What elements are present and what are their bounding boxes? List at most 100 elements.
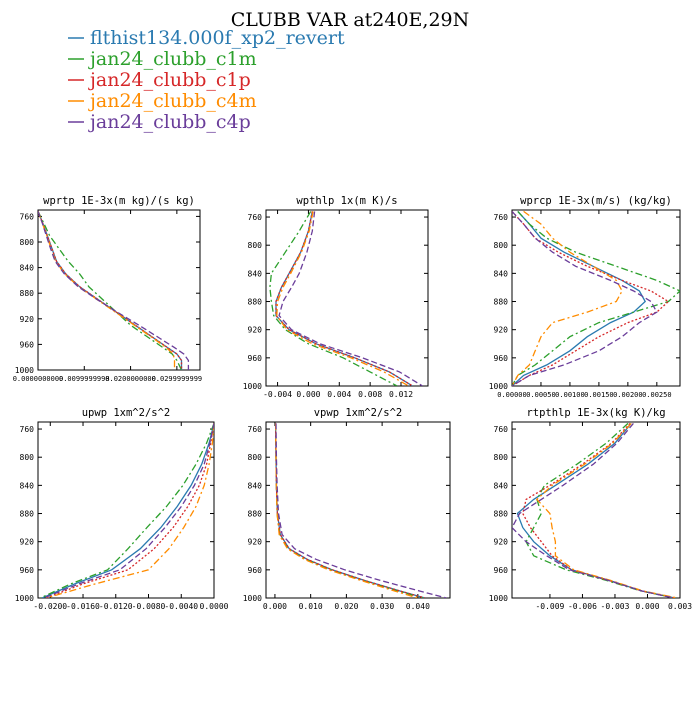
- series-line-3: [274, 423, 426, 598]
- x-tick-label: 0.004: [327, 390, 351, 399]
- x-tick-label: 0.000: [635, 602, 659, 611]
- series-line-2: [40, 423, 214, 598]
- series-line-4: [535, 422, 678, 598]
- y-tick-label: 960: [494, 566, 509, 575]
- x-tick-label: -0.009: [535, 602, 564, 611]
- panel-title: wpthlp 1x(m K)/s: [296, 195, 397, 207]
- x-tick-label: -0.004: [263, 390, 292, 399]
- y-tick-label: 840: [248, 481, 263, 490]
- y-tick-label: 840: [248, 269, 263, 278]
- y-tick-label: 760: [20, 425, 35, 434]
- series-line-2: [525, 422, 676, 598]
- chart-panel-3: wprcp 1E-3x(m/s) (kg/kg) 760 800 840 880 920 9…: [489, 195, 681, 399]
- y-tick-label: 800: [494, 453, 509, 462]
- y-tick-label: 800: [20, 238, 35, 247]
- legend-label: jan24_clubb_c4p: [88, 111, 251, 133]
- x-tick-label: 0.0099999998: [59, 375, 110, 383]
- y-tick-label: 840: [20, 481, 35, 490]
- series-line-1: [512, 210, 647, 386]
- y-tick-label: 1000: [15, 594, 34, 603]
- x-tick-label: 0.003: [668, 602, 692, 611]
- y-tick-label: 760: [494, 213, 509, 222]
- y-tick-label: 1000: [243, 594, 262, 603]
- figure-title: CLUBB VAR at240E,29N: [231, 9, 470, 31]
- x-tick-label: -0.0160: [66, 602, 100, 611]
- series-line-2: [269, 211, 398, 386]
- series-line-3: [45, 423, 214, 598]
- panel-title: rtpthlp 1E-3x(kg K)/kg: [526, 407, 665, 419]
- panels: wprtp 1E-3x(m kg)/(s kg) 760 800 840 880 920 9…: [13, 195, 693, 611]
- y-tick-label: 920: [248, 538, 263, 547]
- y-tick-label: 760: [248, 425, 263, 434]
- y-tick-label: 920: [20, 538, 35, 547]
- x-tick-label: 0.00250: [642, 391, 672, 399]
- x-tick-label: 0.040: [406, 602, 430, 611]
- series-line-5: [512, 422, 674, 598]
- series-line-4: [38, 211, 176, 370]
- series-line-1: [516, 422, 675, 598]
- series-line-5: [38, 211, 190, 370]
- panel-title: upwp 1xm^2/s^2: [82, 407, 171, 419]
- series-line-1: [41, 423, 214, 598]
- x-tick-label: 0.00150: [584, 391, 614, 399]
- y-tick-label: 760: [248, 213, 263, 222]
- y-tick-label: 960: [20, 566, 35, 575]
- series-line-2: [512, 210, 680, 386]
- plot-frame: [265, 209, 429, 387]
- series-line-3: [275, 211, 413, 386]
- legend-label: jan24_clubb_c1m: [88, 48, 257, 70]
- x-tick-label: -0.006: [568, 602, 597, 611]
- chart-panel-1: wprtp 1E-3x(m kg)/(s kg) 760 800 840 880 920 9…: [13, 195, 202, 383]
- plot-frame: [37, 209, 201, 371]
- x-tick-label: 0.030: [370, 602, 394, 611]
- legend-label: flthist134.000f_xp2_revert: [90, 27, 345, 49]
- x-tick-label: 0.00200: [613, 391, 643, 399]
- legend-item: flthist134.000f_xp2_revert: [68, 27, 345, 49]
- x-tick-label: -0.0080: [132, 602, 166, 611]
- x-tick-label: 0.0000: [200, 602, 229, 611]
- x-tick-label: 0.000: [263, 602, 287, 611]
- legend: flthist134.000f_xp2_revertjan24_clubb_c1…: [68, 27, 345, 133]
- legend-item: jan24_clubb_c1m: [68, 48, 257, 70]
- chart-panel-2: wpthlp 1x(m K)/s 760 800 840 880 920 960 1000-0…: [243, 195, 429, 399]
- chart-panel-4: upwp 1xm^2/s^27608008408809209601000-0.0…: [15, 407, 229, 611]
- legend-item: jan24_clubb_c1p: [68, 69, 251, 91]
- x-tick-label: 0.00100: [555, 391, 585, 399]
- y-tick-label: 760: [20, 212, 35, 221]
- y-tick-label: 1000: [243, 382, 262, 391]
- y-tick-label: 920: [20, 315, 35, 324]
- chart-panel-5: vpwp 1xm^2/s^2 760 800 840 880 920 960 10000.00…: [243, 407, 451, 611]
- plot-frame: [511, 421, 681, 599]
- plot-frame: [265, 421, 451, 599]
- y-tick-label: 960: [20, 340, 35, 349]
- y-tick-label: 960: [494, 354, 509, 363]
- y-tick-label: 920: [248, 326, 263, 335]
- legend-label: jan24_clubb_c1p: [88, 69, 251, 91]
- series-line-5: [275, 423, 447, 598]
- series-line-5: [278, 211, 423, 386]
- x-tick-label: 0.0000000000: [13, 375, 64, 383]
- y-tick-label: 800: [20, 453, 35, 462]
- series-line-3: [522, 422, 675, 598]
- y-tick-label: 880: [248, 510, 263, 519]
- y-tick-label: 800: [248, 453, 263, 462]
- x-tick-label: 0.000: [296, 390, 320, 399]
- y-tick-label: 960: [248, 354, 263, 363]
- series-line-4: [512, 210, 623, 386]
- x-tick-label: 0.012: [389, 390, 413, 399]
- y-tick-label: 1000: [15, 366, 34, 375]
- y-tick-label: 800: [248, 241, 263, 250]
- chart-panel-6: rtpthlp 1E-3x(kg K)/kg 760 800 840 880 920 960…: [489, 407, 692, 611]
- legend-item: jan24_clubb_c4m: [68, 90, 257, 112]
- y-tick-label: 840: [494, 481, 509, 490]
- y-tick-label: 880: [494, 510, 509, 519]
- series-line-2: [38, 211, 183, 370]
- x-tick-label: 0.0200000000: [105, 375, 156, 383]
- y-tick-label: 840: [20, 264, 35, 273]
- panel-title: wprcp 1E-3x(m/s) (kg/kg): [520, 195, 672, 207]
- series-line-4: [274, 423, 418, 598]
- y-tick-label: 960: [248, 566, 263, 575]
- y-tick-label: 760: [494, 425, 509, 434]
- x-tick-label: 0.00000: [497, 391, 527, 399]
